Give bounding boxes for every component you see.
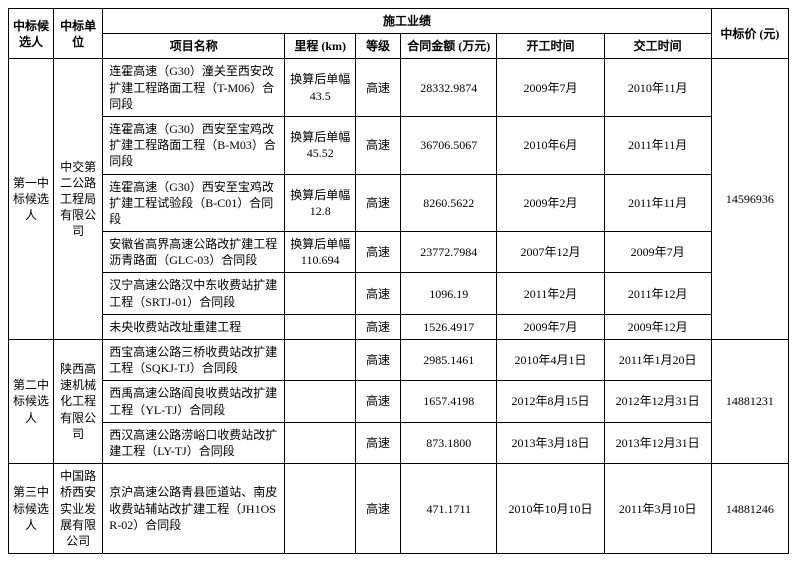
cell-start: 2011年2月 <box>497 273 604 314</box>
header-price: 中标价 (元) <box>711 9 788 59</box>
table-row: 安徽省高界高速公路改扩建工程沥青路面（GLC-03）合同段换算后单幅110.69… <box>9 232 789 273</box>
header-finish: 交工时间 <box>604 34 711 59</box>
cell-amount: 1657.4198 <box>401 381 497 422</box>
cell-price: 14881246 <box>711 464 788 554</box>
header-amount: 合同金额 (万元) <box>401 34 497 59</box>
header-unit: 中标单位 <box>53 9 102 59</box>
table-row: 西禹高速公路阎良收费站改扩建工程（YL-TJ）合同段高速1657.4198201… <box>9 381 789 422</box>
header-project: 项目名称 <box>103 34 285 59</box>
cell-start: 2010年4月1日 <box>497 340 604 381</box>
cell-project: 西禹高速公路阎良收费站改扩建工程（YL-TJ）合同段 <box>103 381 285 422</box>
cell-finish: 2009年12月 <box>604 314 711 339</box>
cell-start: 2010年10月10日 <box>497 464 604 554</box>
cell-mileage <box>285 273 356 314</box>
table-row: 第三中标候选人中国路桥西安实业发展有限公司京沪高速公路青县匝道站、南皮收费站辅站… <box>9 464 789 554</box>
cell-unit: 陕西高速机械化工程有限公司 <box>53 340 102 464</box>
cell-unit: 中国路桥西安实业发展有限公司 <box>53 464 102 554</box>
cell-grade: 高速 <box>356 314 401 339</box>
cell-grade: 高速 <box>356 464 401 554</box>
cell-start: 2009年7月 <box>497 314 604 339</box>
cell-grade: 高速 <box>356 232 401 273</box>
table-row: 第一中标候选人中交第二公路工程局有限公司连霍高速（G30）潼关至西安改扩建工程路… <box>9 59 789 117</box>
cell-project: 安徽省高界高速公路改扩建工程沥青路面（GLC-03）合同段 <box>103 232 285 273</box>
table-row: 西汉高速公路涝峪口收费站改扩建工程（LY-TJ）合同段高速873.1800201… <box>9 422 789 463</box>
table-row: 汉宁高速公路汉中东收费站扩建工程（SRTJ-01）合同段高速1096.19201… <box>9 273 789 314</box>
cell-grade: 高速 <box>356 273 401 314</box>
cell-start: 2007年12月 <box>497 232 604 273</box>
table-row: 第二中标候选人陕西高速机械化工程有限公司西宝高速公路三桥收费站改扩建工程（SQK… <box>9 340 789 381</box>
cell-project: 西宝高速公路三桥收费站改扩建工程（SQKJ-TJ）合同段 <box>103 340 285 381</box>
cell-project: 连霍高速（G30）潼关至西安改扩建工程路面工程（T-M06）合同段 <box>103 59 285 117</box>
header-achievement: 施工业绩 <box>103 9 712 34</box>
cell-candidate: 第三中标候选人 <box>9 464 54 554</box>
cell-mileage: 换算后单幅45.52 <box>285 116 356 174</box>
cell-start: 2013年3月18日 <box>497 422 604 463</box>
cell-amount: 471.1711 <box>401 464 497 554</box>
table-row: 连霍高速（G30）西安至宝鸡改扩建工程试验段（B-C01）合同段换算后单幅12.… <box>9 174 789 232</box>
cell-amount: 2985.1461 <box>401 340 497 381</box>
cell-project: 西汉高速公路涝峪口收费站改扩建工程（LY-TJ）合同段 <box>103 422 285 463</box>
cell-mileage: 换算后单幅12.8 <box>285 174 356 232</box>
cell-start: 2009年7月 <box>497 59 604 117</box>
cell-amount: 873.1800 <box>401 422 497 463</box>
cell-mileage: 换算后单幅110.694 <box>285 232 356 273</box>
cell-project: 连霍高速（G30）西安至宝鸡改扩建工程试验段（B-C01）合同段 <box>103 174 285 232</box>
cell-price: 14596936 <box>711 59 788 340</box>
cell-grade: 高速 <box>356 116 401 174</box>
cell-start: 2012年8月15日 <box>497 381 604 422</box>
cell-project: 京沪高速公路青县匝道站、南皮收费站辅站改扩建工程（JH1OSR-02）合同段 <box>103 464 285 554</box>
cell-unit: 中交第二公路工程局有限公司 <box>53 59 102 340</box>
header-candidate: 中标候选人 <box>9 9 54 59</box>
cell-mileage <box>285 314 356 339</box>
cell-amount: 28332.9874 <box>401 59 497 117</box>
cell-finish: 2012年12月31日 <box>604 381 711 422</box>
cell-mileage <box>285 422 356 463</box>
cell-price: 14881231 <box>711 340 788 464</box>
cell-mileage <box>285 340 356 381</box>
cell-grade: 高速 <box>356 340 401 381</box>
cell-grade: 高速 <box>356 422 401 463</box>
cell-start: 2010年6月 <box>497 116 604 174</box>
cell-project: 未央收费站改址重建工程 <box>103 314 285 339</box>
table-row: 未央收费站改址重建工程 高速1526.49172009年7月2009年12月 <box>9 314 789 339</box>
cell-mileage: 换算后单幅43.5 <box>285 59 356 117</box>
cell-amount: 8260.5622 <box>401 174 497 232</box>
cell-project: 汉宁高速公路汉中东收费站扩建工程（SRTJ-01）合同段 <box>103 273 285 314</box>
cell-mileage <box>285 464 356 554</box>
cell-mileage <box>285 381 356 422</box>
cell-project: 连霍高速（G30）西安至宝鸡改扩建工程路面工程（B-M03）合同段 <box>103 116 285 174</box>
cell-amount: 36706.5067 <box>401 116 497 174</box>
cell-start: 2009年2月 <box>497 174 604 232</box>
cell-finish: 2011年11月 <box>604 174 711 232</box>
cell-candidate: 第二中标候选人 <box>9 340 54 464</box>
cell-amount: 1096.19 <box>401 273 497 314</box>
cell-finish: 2011年12月 <box>604 273 711 314</box>
cell-grade: 高速 <box>356 174 401 232</box>
cell-finish: 2011年3月10日 <box>604 464 711 554</box>
header-grade: 等级 <box>356 34 401 59</box>
cell-finish: 2011年1月20日 <box>604 340 711 381</box>
cell-finish: 2011年11月 <box>604 116 711 174</box>
cell-amount: 23772.7984 <box>401 232 497 273</box>
cell-finish: 2009年7月 <box>604 232 711 273</box>
cell-grade: 高速 <box>356 381 401 422</box>
header-start: 开工时间 <box>497 34 604 59</box>
table-body: 第一中标候选人中交第二公路工程局有限公司连霍高速（G30）潼关至西安改扩建工程路… <box>9 59 789 554</box>
cell-amount: 1526.4917 <box>401 314 497 339</box>
bid-table: 中标候选人 中标单位 施工业绩 中标价 (元) 项目名称 里程 (km) 等级 … <box>8 8 789 554</box>
cell-grade: 高速 <box>356 59 401 117</box>
cell-finish: 2013年12月31日 <box>604 422 711 463</box>
cell-finish: 2010年11月 <box>604 59 711 117</box>
cell-candidate: 第一中标候选人 <box>9 59 54 340</box>
table-row: 连霍高速（G30）西安至宝鸡改扩建工程路面工程（B-M03）合同段换算后单幅45… <box>9 116 789 174</box>
header-mileage: 里程 (km) <box>285 34 356 59</box>
